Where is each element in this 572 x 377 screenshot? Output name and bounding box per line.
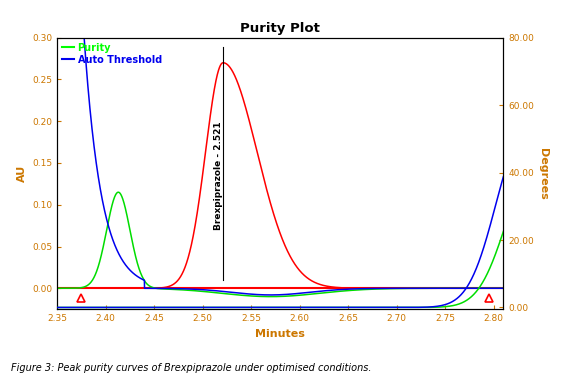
X-axis label: Minutes: Minutes	[255, 329, 305, 339]
Y-axis label: AU: AU	[17, 165, 27, 182]
Title: Purity Plot: Purity Plot	[240, 22, 320, 35]
Text: Brexpiprazole - 2.521: Brexpiprazole - 2.521	[214, 121, 223, 230]
Text: Figure 3: Peak purity curves of Brexpiprazole under optimised conditions.: Figure 3: Peak purity curves of Brexpipr…	[11, 363, 372, 373]
Legend: Purity, Auto Threshold: Purity, Auto Threshold	[62, 43, 162, 64]
Y-axis label: Degrees: Degrees	[538, 147, 548, 199]
